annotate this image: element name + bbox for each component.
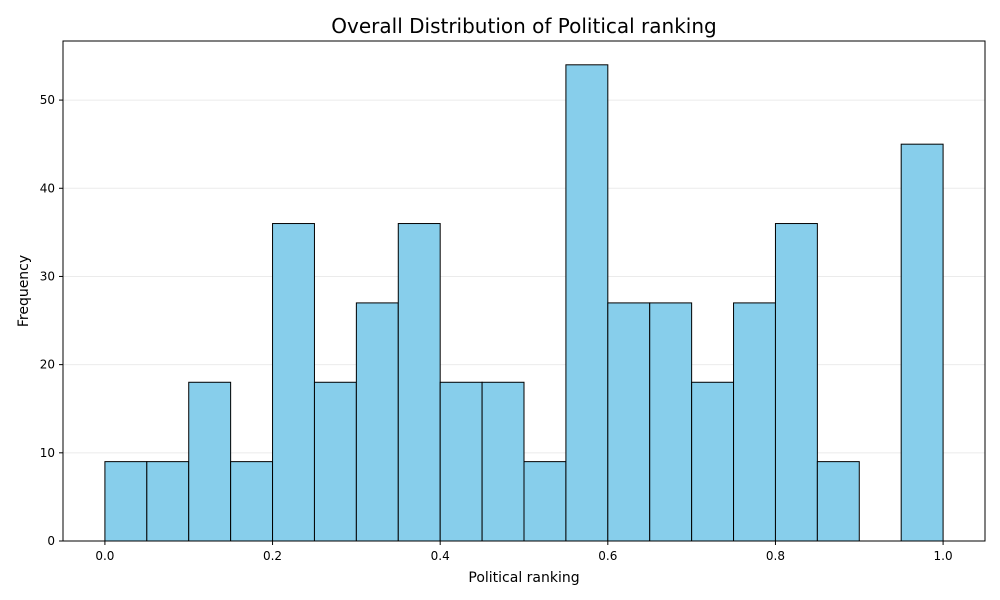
x-tick-label: 1.0 [934, 549, 953, 563]
y-tick-label: 30 [40, 269, 55, 283]
y-tick-label: 50 [40, 93, 55, 107]
histogram-bar [272, 223, 315, 542]
histogram-bar [649, 302, 693, 542]
x-axis-label: Political ranking [468, 570, 579, 586]
histogram-bar [230, 461, 274, 542]
x-tick-label: 0.2 [263, 549, 282, 563]
histogram-bar [188, 381, 232, 542]
x-tick-label: 0.6 [598, 549, 617, 563]
y-axis-label: Frequency [16, 255, 32, 327]
chart-title: Overall Distribution of Political rankin… [331, 14, 716, 38]
x-tick-label: 0.0 [95, 549, 114, 563]
histogram-bar [565, 64, 609, 542]
histogram-bar [900, 143, 944, 542]
histogram-bar [607, 302, 651, 542]
histogram-bar [816, 461, 860, 542]
histogram-bar [481, 381, 525, 542]
y-tick-label: 0 [47, 534, 55, 548]
histogram-bar [439, 381, 483, 542]
x-tick-label: 0.4 [431, 549, 450, 563]
histogram-bar [146, 461, 190, 542]
y-tick-label: 20 [40, 358, 55, 372]
plot-area-frame [62, 40, 986, 542]
x-axis-ticks: 0.0 0.2 0.4 0.6 0.8 1.0 [95, 541, 953, 563]
histogram-bar [104, 461, 148, 542]
histogram-bar [397, 223, 441, 542]
histogram-bar [313, 381, 357, 542]
histogram-bar [355, 302, 399, 542]
y-tick-label: 40 [40, 181, 55, 195]
y-tick-label: 10 [40, 446, 55, 460]
x-tick-label: 0.8 [766, 549, 785, 563]
histogram-bar [523, 461, 567, 542]
histogram-bar [733, 302, 776, 542]
histogram-bars [104, 64, 944, 542]
y-axis-ticks: 0 10 20 30 40 50 [40, 93, 63, 548]
histogram-bar [691, 381, 735, 542]
histogram-bar [774, 223, 818, 542]
